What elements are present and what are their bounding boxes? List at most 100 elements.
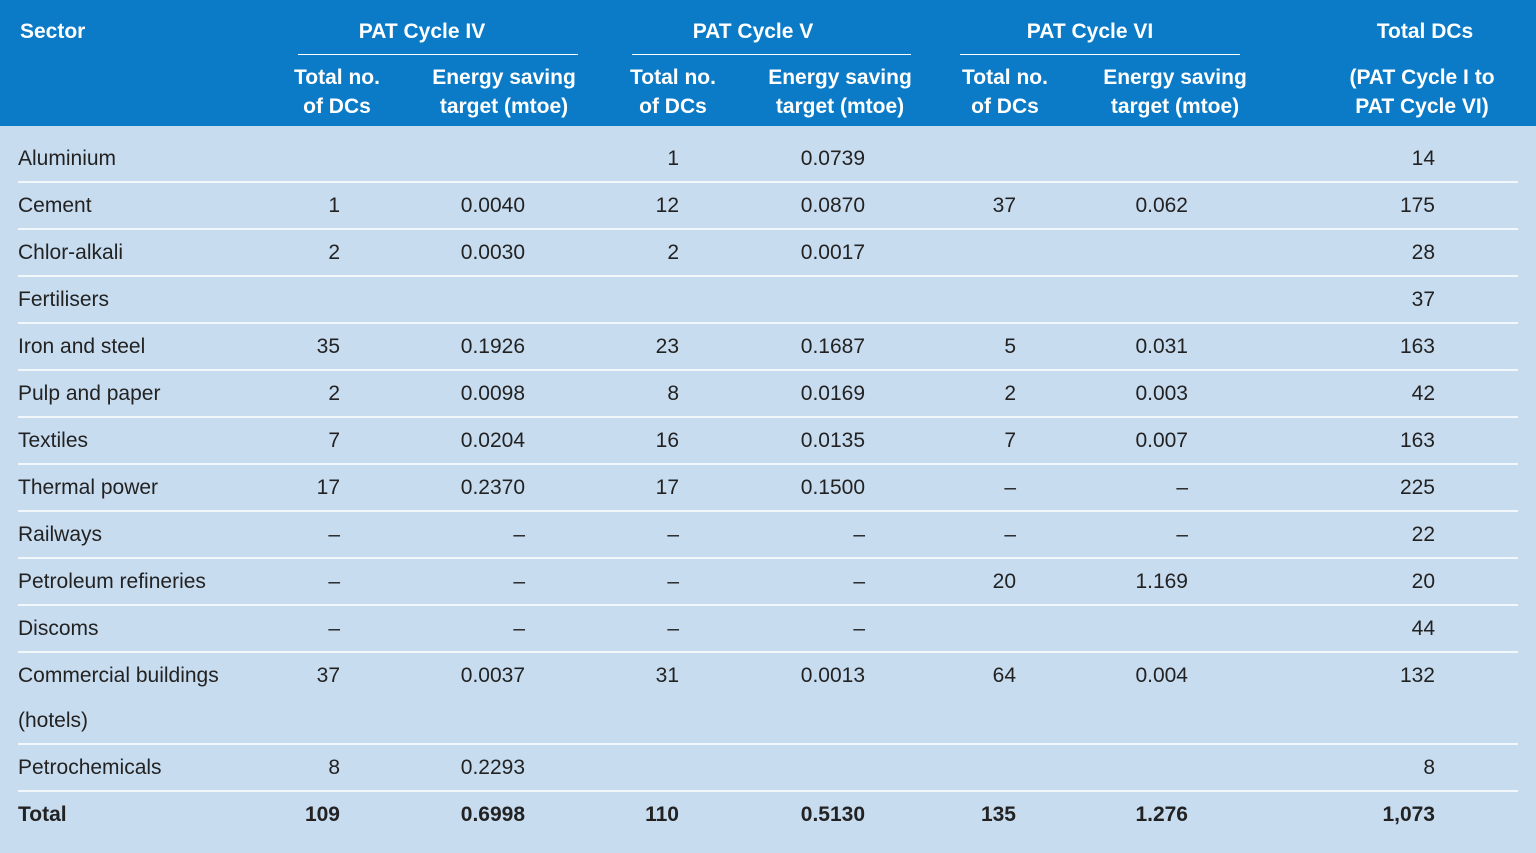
sector-cell: Railways <box>18 511 250 559</box>
value-cell: – <box>530 605 684 653</box>
value-cell: 0.0135 <box>684 417 870 465</box>
sector-cell: Discoms <box>18 605 250 653</box>
group-rule <box>298 54 578 55</box>
group-title: PAT Cycle V <box>692 20 814 43</box>
value-cell: 1.276 <box>1135 803 1188 826</box>
value-cell: 37 <box>250 652 345 745</box>
value-cell: 135 <box>980 803 1016 826</box>
sector-cell: Fertilisers <box>18 276 250 324</box>
column-header-line: target (mtoe) <box>439 95 569 118</box>
value-cell: 2 <box>250 229 345 277</box>
value-cell: 163 <box>1193 323 1518 371</box>
sector-cell: Textiles <box>18 417 250 465</box>
value-cell: 42 <box>1193 370 1518 418</box>
value-cell: 28 <box>1193 229 1518 277</box>
table-row: Chlor-alkali 2 0.0030 2 0.0017 28 <box>18 229 1518 277</box>
value-cell <box>345 136 530 183</box>
value-cell: 8 <box>250 744 345 792</box>
sector-cell: Iron and steel <box>18 323 250 371</box>
value-cell: 0.2370 <box>345 464 530 512</box>
value-cell: 1.169 <box>1021 558 1193 606</box>
table-row: Textiles 7 0.0204 16 0.0135 7 0.007 163 <box>18 417 1518 465</box>
value-cell: 0.031 <box>1021 323 1193 371</box>
table-row: Petroleum refineries – – – –20 1.169 20 <box>18 558 1518 606</box>
value-cell <box>684 276 870 324</box>
value-cell <box>1021 136 1193 183</box>
column-header: Energy saving target (mtoe) <box>432 63 576 121</box>
table-body: Aluminium 1 0.0739 14 Cement 1 0.0040 12 0.0870 3… <box>18 136 1518 837</box>
value-cell: – <box>250 558 345 606</box>
value-cell: 2 <box>530 229 684 277</box>
value-cell: 7 <box>250 417 345 465</box>
value-cell: 0.003 <box>1021 370 1193 418</box>
value-cell: – <box>1021 464 1193 512</box>
total-subtitle-line: (PAT Cycle I to <box>1349 66 1495 89</box>
table-row: Iron and steel 35 0.1926 23 0.1687 5 0.031 163 <box>18 323 1518 371</box>
column-header-line: Total no. <box>294 66 380 89</box>
value-cell: 7 <box>870 417 1021 465</box>
value-cell: 16 <box>530 417 684 465</box>
column-header-line: of DCs <box>971 95 1039 118</box>
value-cell: 0.0870 <box>684 182 870 230</box>
table-row: Total 109 0.6998 110 0.5130 135 1.276 1,073 <box>18 791 1518 837</box>
value-cell: 0.004 <box>1021 652 1193 745</box>
column-header-line: target (mtoe) <box>1110 95 1240 118</box>
value-cell: 37 <box>870 182 1021 230</box>
value-cell: 110 <box>645 803 679 826</box>
value-cell: 31 <box>530 652 684 745</box>
value-cell: 8 <box>1193 744 1518 792</box>
value-cell: 8 <box>530 370 684 418</box>
value-cell: – <box>345 511 530 559</box>
value-cell: – <box>530 511 684 559</box>
value-cell: 44 <box>1193 605 1518 653</box>
value-cell: 175 <box>1193 182 1518 230</box>
total-subtitle-line: PAT Cycle VI) <box>1355 95 1489 118</box>
table-row: Discoms – – – –44 <box>18 605 1518 653</box>
value-cell <box>1021 744 1193 792</box>
table-row: Thermal power 17 0.2370 17 0.1500– –225 <box>18 464 1518 512</box>
value-cell: – <box>250 605 345 653</box>
value-cell: 163 <box>1193 417 1518 465</box>
value-cell: 0.0204 <box>345 417 530 465</box>
value-cell <box>684 744 870 792</box>
table-row: Petrochemicals 8 0.2293 8 <box>18 744 1518 792</box>
table-row: Aluminium 1 0.0739 14 <box>18 136 1518 183</box>
value-cell: 0.1687 <box>684 323 870 371</box>
value-cell <box>1021 276 1193 324</box>
value-cell: 0.0098 <box>345 370 530 418</box>
value-cell <box>345 276 530 324</box>
sector-cell: Petroleum refineries <box>18 558 250 606</box>
sector-cell: Commercial buildings (hotels) <box>18 652 250 745</box>
value-cell: – <box>530 558 684 606</box>
sector-cell: Aluminium <box>18 136 250 183</box>
value-cell: 17 <box>530 464 684 512</box>
value-cell: – <box>250 511 345 559</box>
value-cell: – <box>870 464 1021 512</box>
value-cell <box>1021 229 1193 277</box>
value-cell: 0.2293 <box>345 744 530 792</box>
header-sector: Sector <box>20 20 86 43</box>
value-cell: 2 <box>250 370 345 418</box>
sector-cell: Petrochemicals <box>18 744 250 792</box>
value-cell: 132 <box>1193 652 1518 745</box>
sector-cell: Cement <box>18 182 250 230</box>
value-cell: 0.0037 <box>345 652 530 745</box>
value-cell: 17 <box>250 464 345 512</box>
value-cell: 109 <box>304 803 340 826</box>
data-table: Aluminium 1 0.0739 14 Cement 1 0.0040 12 0.0870 3… <box>18 136 1518 837</box>
group-title: PAT Cycle VI <box>1026 20 1154 43</box>
sector-cell: Chlor-alkali <box>18 229 250 277</box>
column-header-line: target (mtoe) <box>775 95 905 118</box>
value-cell: 1 <box>250 182 345 230</box>
value-cell <box>530 744 684 792</box>
sector-cell: Thermal power <box>18 464 250 512</box>
value-cell: 0.0040 <box>345 182 530 230</box>
value-cell: 23 <box>530 323 684 371</box>
value-cell: 0.5130 <box>800 803 865 826</box>
value-cell: 5 <box>870 323 1021 371</box>
total-title: Total DCs <box>1376 20 1474 43</box>
table-row: Cement 1 0.0040 12 0.0870 37 0.062 175 <box>18 182 1518 230</box>
value-cell: 1 <box>530 136 684 183</box>
sector-cell: Pulp and paper <box>18 370 250 418</box>
value-cell: – <box>684 605 870 653</box>
